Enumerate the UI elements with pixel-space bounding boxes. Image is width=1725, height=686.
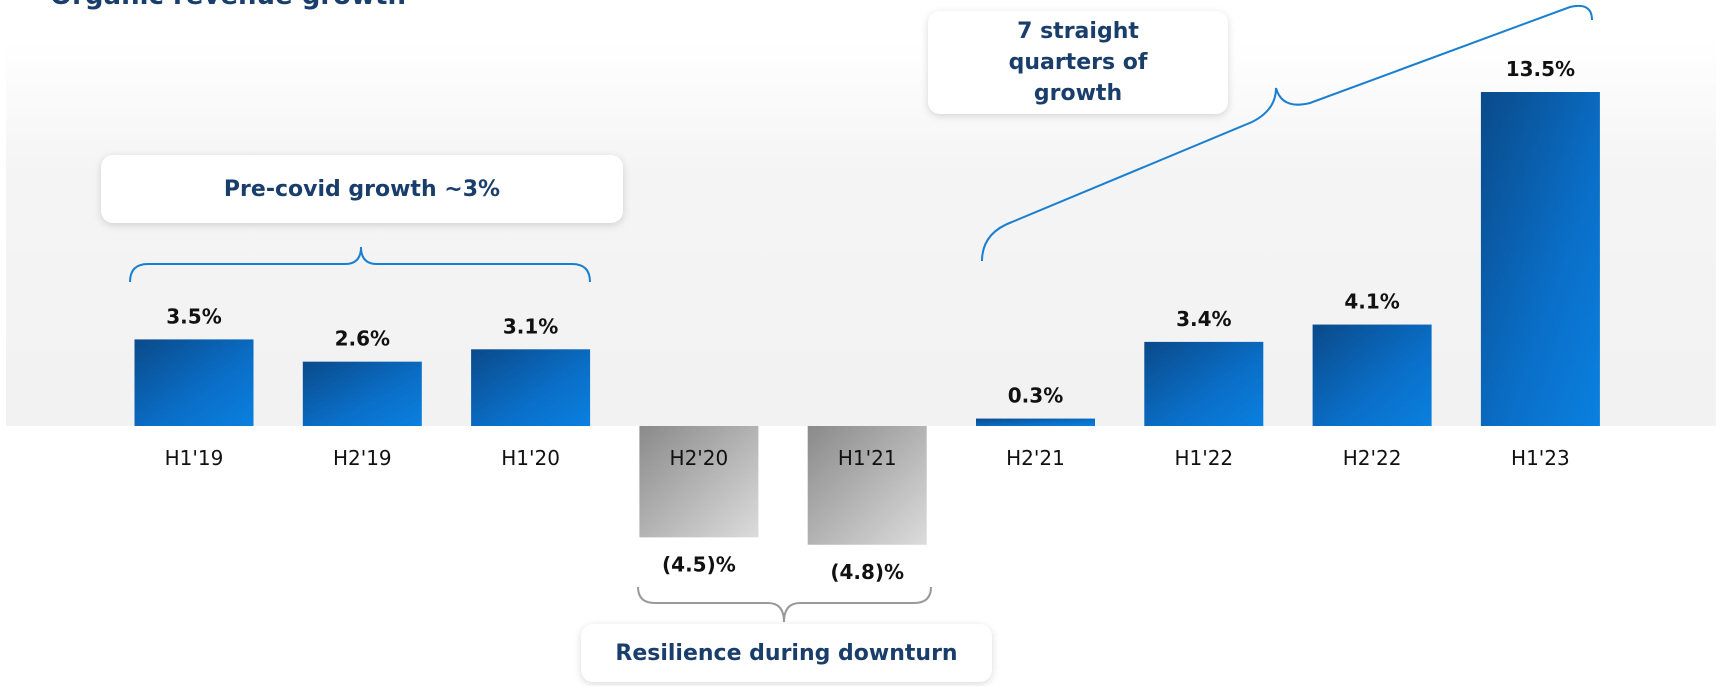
bar: [302, 361, 422, 426]
data-label: 13.5%: [1506, 57, 1575, 81]
brace: [981, 4, 1593, 262]
data-label: 3.4%: [1176, 307, 1231, 331]
x-tick-label: H2'19: [333, 446, 392, 470]
annotation: 7 straight quarters of growth: [928, 11, 1228, 114]
bar: [976, 418, 1095, 426]
bar: [1144, 341, 1264, 426]
x-tick-label: H2'22: [1343, 446, 1402, 470]
data-label: 4.1%: [1344, 290, 1399, 314]
bars: H1'19 3.5% H2'19 2.6% H1'20 3.1% H2'20 (4.5)% H1…: [134, 57, 1600, 584]
bar: [1312, 324, 1432, 426]
data-label: (4.5)%: [662, 552, 736, 576]
annotation: Pre-covid growth ~3%: [101, 155, 623, 223]
x-tick-label: H1'19: [165, 446, 224, 470]
chart-title: Organic revenue growth: [50, 0, 406, 11]
data-label: (4.8)%: [830, 560, 904, 584]
x-tick-label: H2'20: [670, 446, 729, 470]
data-label: 3.1%: [503, 314, 558, 338]
bar: [807, 426, 927, 545]
bar: [134, 339, 254, 426]
data-label: 3.5%: [166, 304, 221, 328]
bar: [639, 426, 759, 538]
x-tick-label: H1'22: [1174, 446, 1233, 470]
x-tick-label: H2'21: [1006, 446, 1065, 470]
brace: [129, 246, 591, 283]
brace: [637, 586, 932, 623]
annotation: Resilience during downturn: [581, 624, 992, 682]
background-band: [6, 40, 1716, 426]
bar: [1480, 92, 1600, 426]
x-tick-label: H1'21: [838, 446, 897, 470]
data-label: 2.6%: [335, 327, 390, 351]
bar: [471, 349, 591, 426]
data-label: 0.3%: [1008, 384, 1063, 408]
x-tick-label: H1'20: [501, 446, 560, 470]
x-tick-label: H1'23: [1511, 446, 1570, 470]
